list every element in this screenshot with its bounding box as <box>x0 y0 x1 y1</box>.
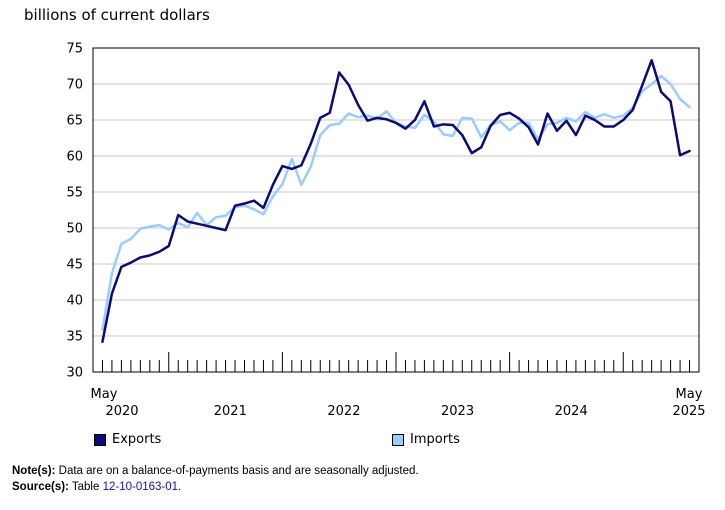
x-tick-label-year: 2022 <box>327 404 360 419</box>
legend-label-imports: Imports <box>410 432 460 447</box>
x-tick-label-start-month: May <box>91 387 118 402</box>
source-label: Source(s): <box>12 481 69 493</box>
note-text: Data are on a balance-of-payments basis … <box>58 465 419 477</box>
y-tick-label: 75 <box>66 42 83 57</box>
chart-source: Source(s): Table 12-10-0163-01. <box>12 481 181 493</box>
legend-item-imports: Imports <box>392 432 460 447</box>
source-prefix: Table <box>71 481 100 493</box>
y-tick-label: 55 <box>66 186 83 201</box>
y-tick-label: 50 <box>66 222 83 237</box>
y-tick-label: 40 <box>66 294 83 309</box>
x-tick-label-year: 2024 <box>555 404 588 419</box>
x-tick-label-end-month: May <box>676 387 703 402</box>
x-tick-label-start-year: 2020 <box>105 404 138 419</box>
x-tick-label-end-year: 2025 <box>672 404 705 419</box>
y-tick-label: 35 <box>66 330 83 345</box>
legend-swatch-exports <box>94 433 106 446</box>
y-axis-unit-label: billions of current dollars <box>24 6 210 24</box>
source-suffix: . <box>178 481 182 493</box>
note-label: Note(s): <box>12 465 56 477</box>
series-line-imports <box>101 74 691 331</box>
legend-item-exports: Exports <box>94 432 161 447</box>
y-tick-label: 45 <box>66 258 83 273</box>
chart-note: Note(s): Data are on a balance-of-paymen… <box>12 465 419 477</box>
y-tick-label: 60 <box>66 150 83 165</box>
legend-swatch-imports <box>392 433 404 446</box>
y-tick-label: 65 <box>66 114 83 129</box>
legend-label-exports: Exports <box>112 432 162 447</box>
x-tick-label-year: 2023 <box>441 404 474 419</box>
x-tick-label-year: 2021 <box>214 404 247 419</box>
source-table-link[interactable]: 12-10-0163-01 <box>102 481 179 493</box>
line-chart: 30 35 40 45 50 55 60 65 70 75 May 2020 May 2025 2021 20… <box>66 42 705 420</box>
plot-frame <box>92 47 700 373</box>
y-tick-label: 30 <box>66 366 83 381</box>
y-tick-label: 70 <box>66 78 83 93</box>
series-line-exports <box>101 58 691 344</box>
